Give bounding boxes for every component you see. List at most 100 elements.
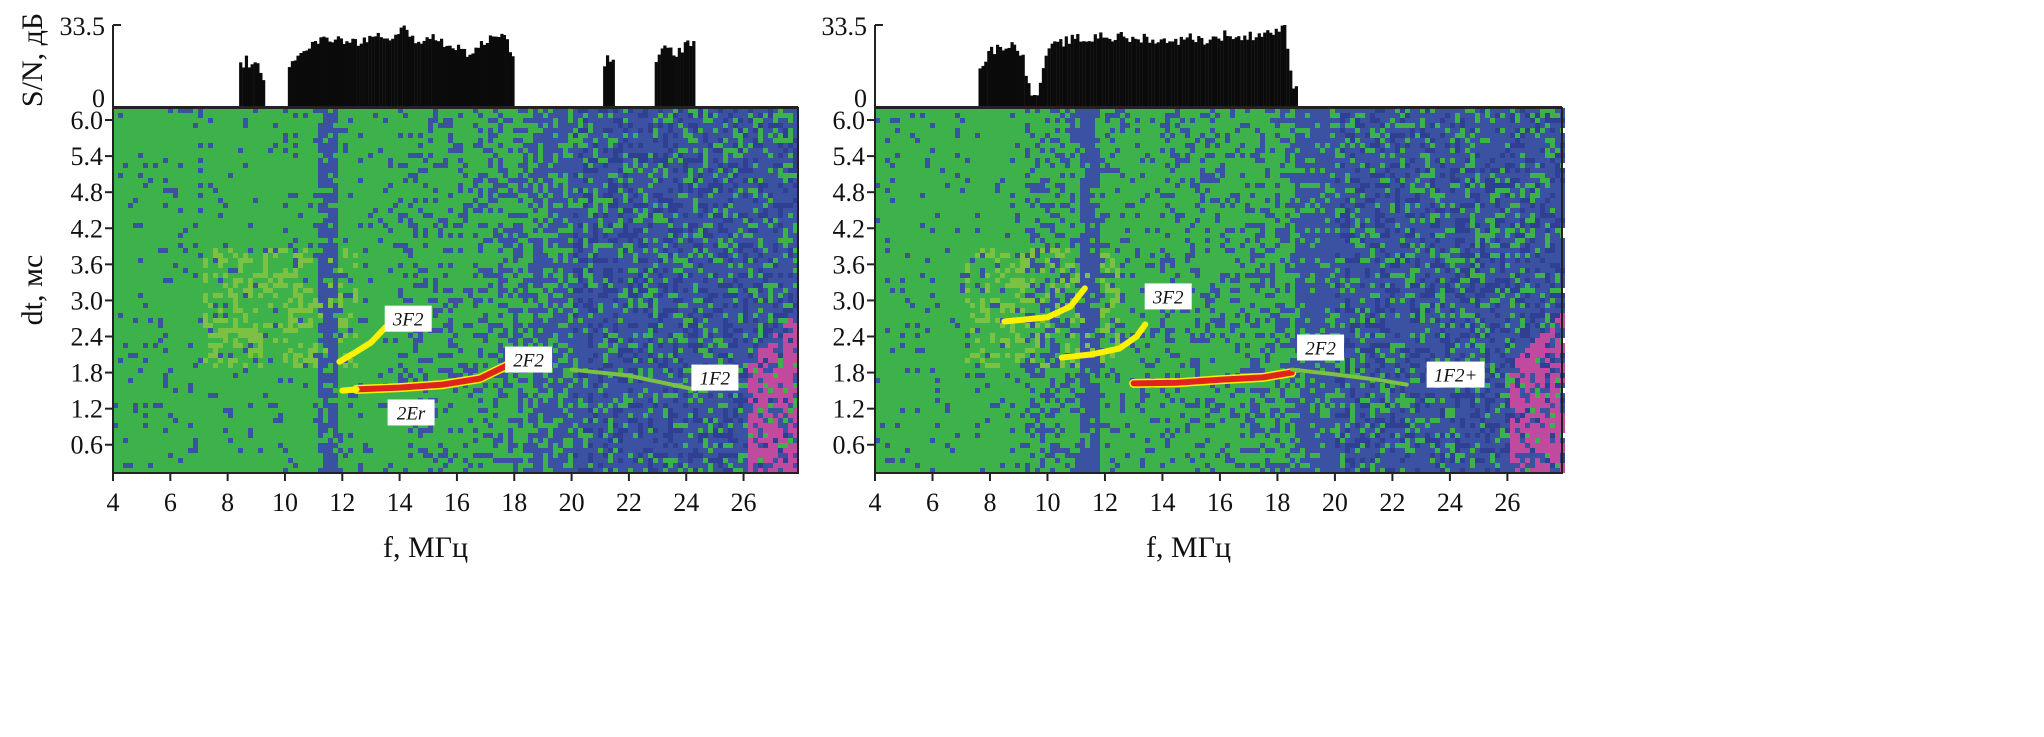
spectrogram-cell [523, 233, 528, 238]
spectrogram-cell [493, 153, 498, 158]
spectrogram-cell [633, 418, 638, 423]
spectrogram-cell [333, 408, 338, 413]
spectrogram-cell [688, 158, 693, 163]
spectrogram-cell [593, 353, 598, 358]
spectrogram-cell [513, 228, 518, 233]
spectrogram-cell [748, 328, 753, 333]
spectrogram-cell [573, 443, 578, 448]
spectrogram-cell [905, 368, 910, 373]
spectrogram-cell [323, 298, 328, 303]
spectrogram-cell [513, 328, 518, 333]
spectrogram-cell [723, 223, 728, 228]
spectrogram-cell [658, 358, 663, 363]
spectrogram-cell [563, 133, 568, 138]
spectrogram-cell [483, 333, 488, 338]
spectrogram-cell [618, 383, 623, 388]
spectrogram-cell [658, 283, 663, 288]
spectrogram-cell [488, 148, 493, 153]
spectrogram-cell [935, 423, 940, 428]
spectrogram-cell [578, 448, 583, 453]
spectrogram-cell [753, 348, 758, 353]
spectrogram-cell [413, 153, 418, 158]
spectrogram-cell [333, 338, 338, 343]
spectrogram-cell [328, 193, 333, 198]
spectrogram-cell [773, 173, 778, 178]
spectrogram-cell [293, 288, 298, 293]
spectrogram-cell [403, 248, 408, 253]
spectrogram-cell [653, 433, 658, 438]
spectrogram-cell [1060, 278, 1065, 283]
spectrogram-cell [985, 253, 990, 258]
spectrogram-cell [1065, 318, 1070, 323]
spectrogram-cell [538, 113, 543, 118]
spectrogram-cell [608, 273, 613, 278]
spectrogram-cell [890, 198, 895, 203]
spectrogram-cell [718, 353, 723, 358]
spectrogram-cell [975, 318, 980, 323]
spectrogram-cell [363, 263, 368, 268]
spectrogram-cell [793, 348, 798, 353]
spectrogram-cell [618, 138, 623, 143]
spectrogram-cell [778, 228, 783, 233]
spectrogram-cell [543, 288, 548, 293]
spectrogram-cell [598, 288, 603, 293]
spectrogram-cell [638, 263, 643, 268]
echo-trace-3F2 [336, 324, 389, 365]
spectrogram-cell [613, 418, 618, 423]
spectrogram-cell [778, 153, 783, 158]
spectrogram-cell [753, 278, 758, 283]
spectrogram-cell [733, 258, 738, 263]
spectrogram-cell [703, 258, 708, 263]
spectrogram-cell [628, 253, 633, 258]
spectrogram-cell [1040, 343, 1045, 348]
spectrogram-cell [508, 193, 513, 198]
spectrogram-cell [313, 303, 318, 308]
spectrogram-cell [163, 188, 168, 193]
spectrogram-cell [328, 458, 333, 463]
spectrogram-cell [413, 228, 418, 233]
spectrogram-cell [693, 413, 698, 418]
spectrogram-cell [788, 293, 793, 298]
spectrogram-cell [1060, 403, 1065, 408]
spectrogram-cell [478, 268, 483, 273]
spectrogram-cell [748, 303, 753, 308]
spectrogram-cell [453, 223, 458, 228]
spectrogram-cell [638, 183, 643, 188]
spectrogram-cell [1010, 193, 1015, 198]
spectrogram-cell [338, 308, 343, 313]
spectrogram-cell [323, 133, 328, 138]
spectrogram-cell [718, 273, 723, 278]
spectrogram-cell [1015, 463, 1020, 468]
spectrogram-cell [1035, 263, 1040, 268]
spectrogram-cell [628, 158, 633, 163]
spectrogram-cell [708, 403, 713, 408]
spectrogram-cell [773, 248, 778, 253]
spectrogram-cell [318, 168, 323, 173]
spectrogram-cell [323, 378, 328, 383]
spectrogram-cell [598, 468, 603, 473]
spectrogram-cell [728, 138, 733, 143]
spectrogram-cell [248, 293, 253, 298]
spectrogram-cell [608, 368, 613, 373]
spectrogram-cell [618, 328, 623, 333]
spectrogram-cell [508, 233, 513, 238]
spectrogram-cell [788, 433, 793, 438]
spectrogram-cell [563, 383, 568, 388]
spectrogram-cell [498, 208, 503, 213]
spectrogram-cell [563, 138, 568, 143]
spectrogram-cell [663, 148, 668, 153]
spectrogram-cell [955, 323, 960, 328]
spectrogram-cell [628, 358, 633, 363]
spectrogram-cell [703, 193, 708, 198]
spectrogram-cell [1025, 153, 1030, 158]
spectrogram-cell [658, 158, 663, 163]
spectrogram-cell [643, 408, 648, 413]
spectrogram-cell [708, 443, 713, 448]
spectrogram-cell [758, 278, 763, 283]
spectrogram-cell [708, 168, 713, 173]
spectrogram-cell [528, 458, 533, 463]
spectrogram-cell [668, 268, 673, 273]
spectrogram-cell [573, 148, 578, 153]
spectrogram-cell [713, 433, 718, 438]
spectrogram-cell [498, 163, 503, 168]
